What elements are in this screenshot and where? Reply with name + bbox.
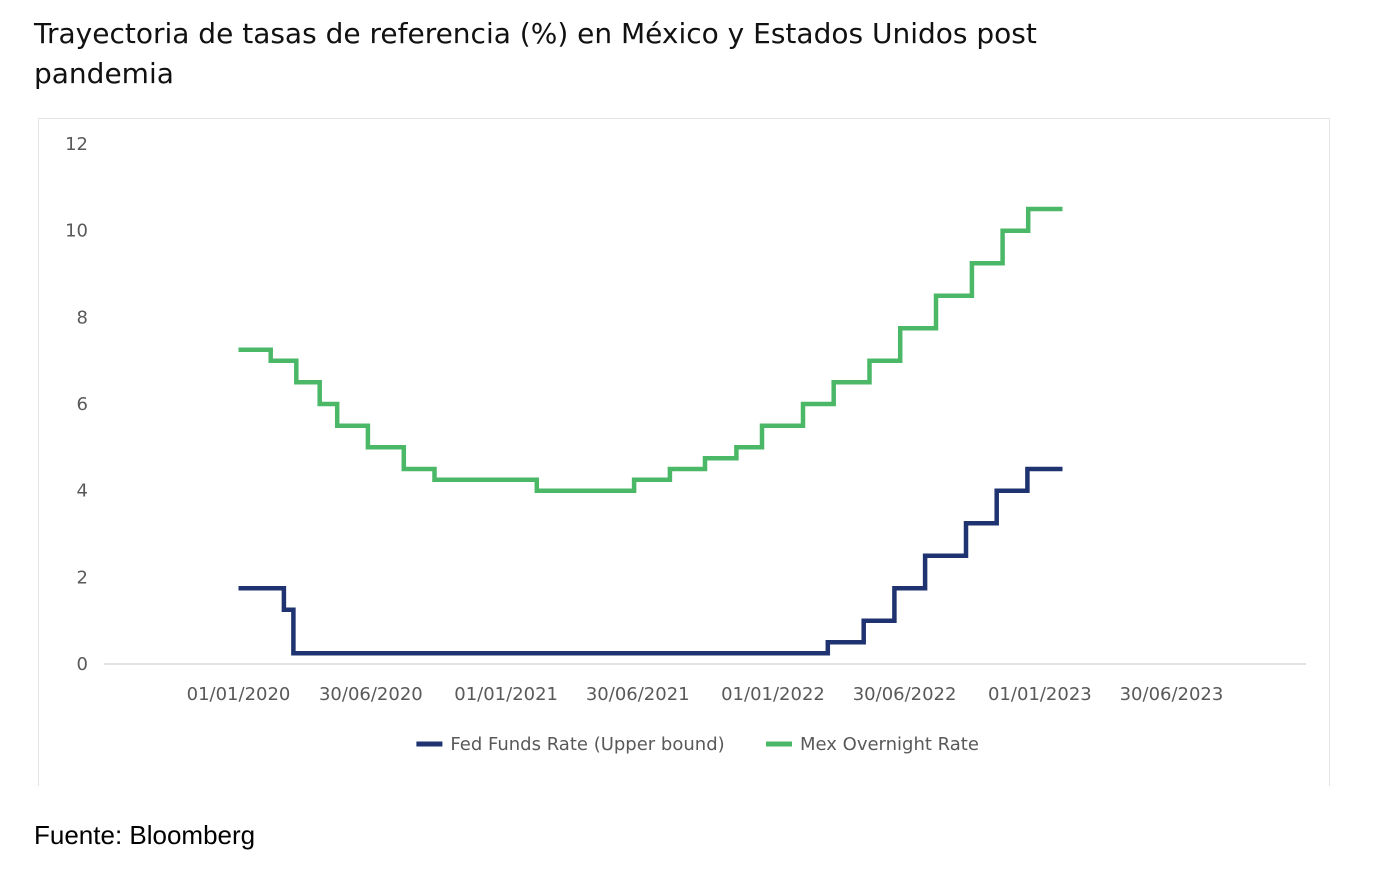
x-tick-label: 30/06/2021: [586, 684, 690, 705]
y-tick-label: 12: [65, 134, 88, 155]
x-axis: 01/01/2020 30/06/2020 01/01/2021 30/06/2021…: [187, 684, 1224, 705]
y-tick-label: 0: [77, 654, 88, 675]
source-note: Fuente: Bloomberg: [34, 820, 256, 850]
x-tick-label: 01/01/2021: [454, 684, 558, 705]
y-tick-label: 2: [77, 567, 88, 588]
line-chart: 0 2 4 6 8 10 12 01/01/2020 30/06/2020 01/01/2021…: [65, 134, 1306, 755]
page-title: Trayectoria de tasas de referencia (%) e…: [34, 17, 1037, 90]
x-tick-label: 30/06/2023: [1120, 684, 1224, 705]
x-tick-label: 01/01/2023: [988, 684, 1092, 705]
y-tick-label: 10: [65, 221, 88, 242]
y-tick-label: 4: [77, 481, 88, 502]
y-tick-label: 6: [77, 394, 88, 415]
chart-area: [38, 118, 1330, 786]
legend-label: Fed Funds Rate (Upper bound): [450, 734, 724, 755]
x-tick-label: 30/06/2022: [853, 684, 957, 705]
x-tick-label: 01/01/2022: [721, 684, 825, 705]
series-layer: [238, 206, 1063, 656]
series-line-mex-overnight: [238, 206, 1063, 493]
legend-label: Mex Overnight Rate: [800, 734, 979, 755]
x-tick-label: 01/01/2020: [187, 684, 291, 705]
legend: Fed Funds Rate (Upper bound) Mex Overnigh…: [416, 734, 979, 755]
x-tick-label: 30/06/2020: [319, 684, 423, 705]
y-axis: 0 2 4 6 8 10 12: [65, 134, 88, 675]
series-line-fed-funds: [238, 466, 1063, 656]
y-tick-label: 8: [77, 307, 88, 328]
